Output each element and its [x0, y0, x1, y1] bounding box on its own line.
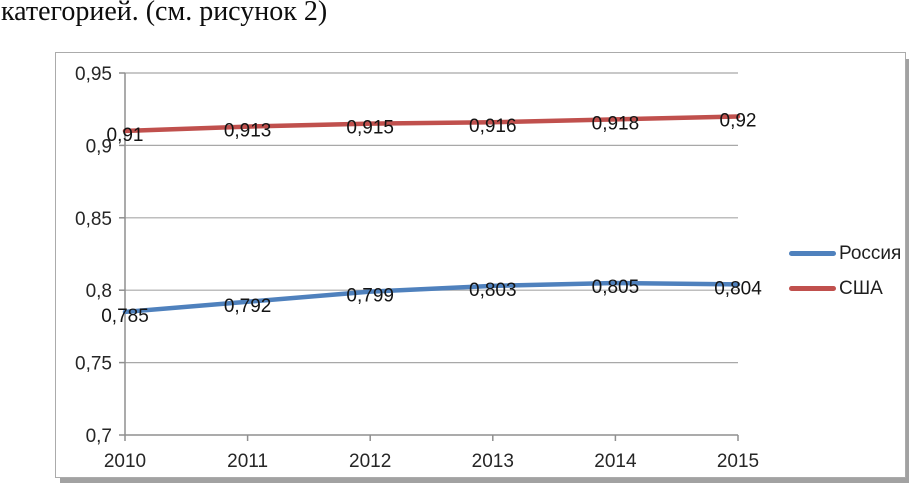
russia-data-label: 0,804 [714, 278, 762, 299]
x-axis-tick-label: 2012 [349, 451, 391, 472]
usa-data-label: 0,918 [592, 113, 640, 134]
y-axis-tick-label: 0,75 [75, 354, 112, 375]
chart-figure: 0,7 0,75 0,8 0,85 0,9 0,95 2010 2011 2012 2013 201… [55, 52, 906, 478]
usa-series-line [122, 114, 741, 134]
russia-data-label: 0,799 [346, 286, 394, 307]
y-axis-tick-label: 0,95 [75, 64, 112, 85]
x-axis-tick-label: 2014 [594, 451, 637, 472]
legend-line-swatch-russia [789, 251, 836, 256]
usa-data-label: 0,915 [346, 118, 394, 139]
legend-label-usa: США [839, 277, 883, 299]
x-axis-tick-label: 2011 [227, 451, 268, 472]
y-axis-tick-label: 0,85 [75, 209, 112, 230]
document-caption-text: категорией. (см. рисунок 2) [1, 0, 328, 27]
y-axis-tick-label: 0,8 [86, 281, 112, 302]
y-axis-tick-label: 0,9 [86, 136, 112, 157]
chart-legend: Россия США [789, 236, 901, 306]
y-axis-tick-label: 0,7 [86, 426, 112, 447]
legend-item-russia: Россия [789, 236, 901, 271]
russia-series-line [122, 280, 741, 315]
x-axis-tick-label: 2010 [104, 451, 146, 472]
usa-data-label: 0,92 [720, 110, 757, 131]
line-chart-canvas: 0,7 0,75 0,8 0,85 0,9 0,95 2010 2011 2012 2013 201… [75, 64, 762, 472]
usa-data-label: 0,913 [224, 121, 272, 142]
russia-data-label: 0,792 [224, 296, 272, 317]
usa-data-label: 0,91 [107, 125, 144, 146]
russia-data-label: 0,805 [592, 277, 640, 298]
legend-label-russia: Россия [839, 242, 902, 264]
legend-item-usa: США [789, 271, 901, 306]
usa-data-label: 0,916 [469, 116, 517, 137]
russia-data-label: 0,803 [469, 280, 517, 301]
x-axis-tick-label: 2015 [717, 451, 759, 472]
russia-data-label: 0,785 [101, 306, 149, 327]
legend-line-swatch-usa [789, 286, 836, 291]
x-axis-tick-label: 2013 [472, 451, 514, 472]
